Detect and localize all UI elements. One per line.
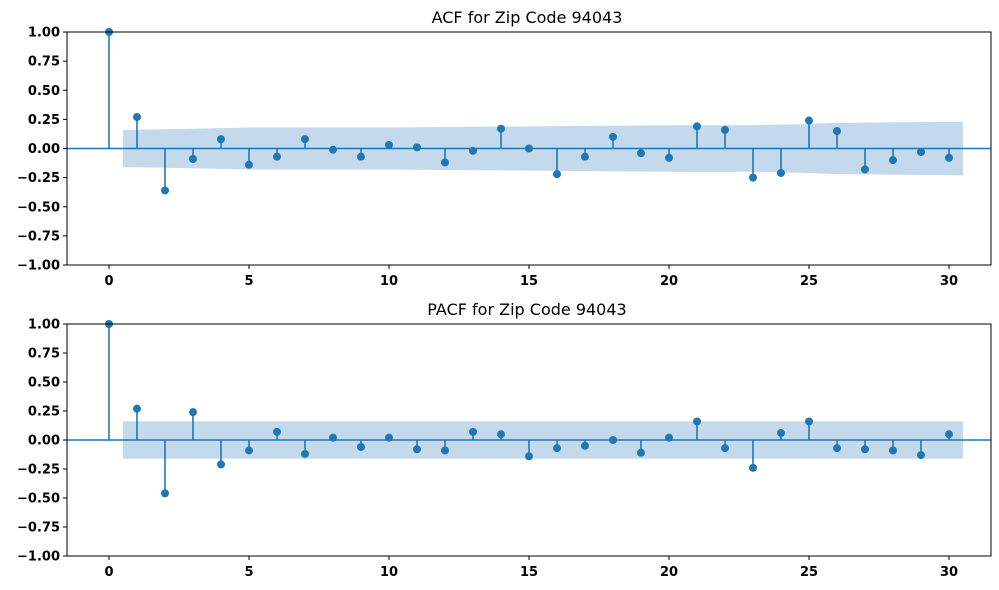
acf-x-tick-label-20: 20 <box>660 274 678 289</box>
acf-y-tick-label-6: 0.50 <box>28 84 60 99</box>
pacf-x-tick-label-30: 30 <box>940 565 958 580</box>
pacf-marker-lag-16 <box>553 444 561 453</box>
acf-y-tick-label-4: 0.00 <box>28 142 60 157</box>
pacf-marker-lag-24 <box>777 429 785 438</box>
acf-x-tick-label-15: 15 <box>520 274 538 289</box>
pacf-marker-lag-8 <box>329 433 337 442</box>
acf-marker-lag-17 <box>581 152 589 161</box>
pacf-x-tick-label-15: 15 <box>520 565 538 580</box>
acf-marker-lag-6 <box>273 152 281 161</box>
acf-marker-lag-9 <box>357 152 365 161</box>
acf-marker-lag-24 <box>777 168 785 177</box>
pacf-title: PACF for Zip Code 94043 <box>427 300 626 319</box>
pacf-marker-lag-7 <box>301 449 309 458</box>
acf-y-tick-label-3: −0.25 <box>17 171 60 186</box>
acf-marker-lag-18 <box>609 132 617 141</box>
pacf-marker-lag-1 <box>133 404 141 413</box>
acf-x-tick-label-30: 30 <box>940 274 958 289</box>
acf-marker-lag-10 <box>385 141 393 150</box>
acf-x-tick-label-25: 25 <box>800 274 818 289</box>
acf-marker-lag-7 <box>301 135 309 144</box>
pacf-y-tick-label-4: 0.00 <box>28 434 60 449</box>
acf-marker-lag-12 <box>441 158 449 167</box>
pacf-marker-lag-3 <box>189 408 197 417</box>
acf-y-tick-label-7: 0.75 <box>28 55 60 70</box>
pacf-marker-lag-30 <box>945 430 953 439</box>
pacf-y-tick-label-2: −0.50 <box>17 492 60 507</box>
acf-x-tick-label-10: 10 <box>380 274 398 289</box>
pacf-marker-lag-28 <box>889 446 897 455</box>
acf-marker-lag-19 <box>637 149 645 158</box>
pacf-panel: PACF for Zip Code 94043 0 5 10 15 20 25 30 −1.0… <box>17 300 992 580</box>
acf-x-tick-label-5: 5 <box>244 274 253 289</box>
pacf-marker-lag-21 <box>693 417 701 426</box>
pacf-y-tick-label-5: 0.25 <box>28 405 60 420</box>
pacf-marker-lag-5 <box>245 446 253 455</box>
pacf-marker-lag-29 <box>917 451 925 460</box>
acf-y-tick-label-5: 0.25 <box>28 113 60 128</box>
pacf-marker-lag-9 <box>357 442 365 451</box>
pacf-y-tick-label-7: 0.75 <box>28 347 60 362</box>
acf-y-tick-label-0: −1.00 <box>17 259 60 274</box>
acf-marker-lag-22 <box>721 125 729 134</box>
pacf-y-tick-label-3: −0.25 <box>17 463 60 478</box>
acf-marker-lag-8 <box>329 145 337 154</box>
acf-marker-lag-25 <box>805 116 813 125</box>
pacf-marker-lag-19 <box>637 448 645 457</box>
pacf-x-tick-label-20: 20 <box>660 565 678 580</box>
acf-x-tick-label-0: 0 <box>104 274 113 289</box>
acf-marker-lag-21 <box>693 122 701 131</box>
pacf-marker-lag-15 <box>525 452 533 461</box>
pacf-marker-lag-13 <box>469 427 477 436</box>
pacf-marker-lag-6 <box>273 427 281 436</box>
acf-y-tick-label-1: −0.75 <box>17 229 60 244</box>
pacf-marker-lag-10 <box>385 433 393 442</box>
pacf-marker-lag-27 <box>861 445 869 454</box>
acf-marker-lag-29 <box>917 147 925 156</box>
acf-title: ACF for Zip Code 94043 <box>432 8 623 27</box>
acf-y-tick-label-8: 1.00 <box>28 26 60 41</box>
pacf-marker-lag-23 <box>749 463 757 472</box>
acf-marker-lag-13 <box>469 146 477 155</box>
pacf-marker-lag-11 <box>413 445 421 454</box>
pacf-x-tick-label-5: 5 <box>244 565 253 580</box>
acf-marker-lag-26 <box>833 127 841 136</box>
acf-marker-lag-14 <box>497 124 505 133</box>
acf-marker-lag-20 <box>665 153 673 162</box>
pacf-marker-lag-22 <box>721 444 729 453</box>
pacf-marker-lag-12 <box>441 446 449 455</box>
pacf-y-tick-label-1: −0.75 <box>17 521 60 536</box>
acf-marker-lag-1 <box>133 113 141 122</box>
pacf-y-tick-label-8: 1.00 <box>28 318 60 333</box>
pacf-x-tick-label-0: 0 <box>104 565 113 580</box>
pacf-y-tick-label-6: 0.50 <box>28 376 60 391</box>
acf-marker-lag-23 <box>749 173 757 182</box>
pacf-marker-lag-2 <box>161 489 169 498</box>
acf-marker-lag-16 <box>553 170 561 179</box>
acf-y-tick-label-2: −0.50 <box>17 200 60 215</box>
acf-marker-lag-2 <box>161 186 169 195</box>
pacf-x-tick-label-10: 10 <box>380 565 398 580</box>
pacf-x-tick-label-25: 25 <box>800 565 818 580</box>
pacf-marker-lag-4 <box>217 460 225 469</box>
acf-marker-lag-30 <box>945 153 953 162</box>
acf-marker-lag-27 <box>861 165 869 174</box>
pacf-marker-lag-17 <box>581 441 589 450</box>
acf-marker-lag-5 <box>245 160 253 169</box>
acf-marker-lag-28 <box>889 156 897 165</box>
pacf-marker-lag-18 <box>609 436 617 444</box>
acf-panel: ACF for Zip Code 94043 0 5 10 15 20 25 30 −1.00… <box>17 8 992 289</box>
pacf-y-tick-label-0: −1.00 <box>17 550 60 565</box>
acf-marker-lag-3 <box>189 154 197 163</box>
acf-marker-lag-15 <box>525 144 533 153</box>
acf-marker-lag-11 <box>413 143 421 152</box>
pacf-marker-lag-26 <box>833 444 841 453</box>
pacf-marker-lag-25 <box>805 417 813 426</box>
pacf-marker-lag-14 <box>497 430 505 439</box>
pacf-marker-lag-20 <box>665 433 673 442</box>
acf-marker-lag-4 <box>217 135 225 144</box>
